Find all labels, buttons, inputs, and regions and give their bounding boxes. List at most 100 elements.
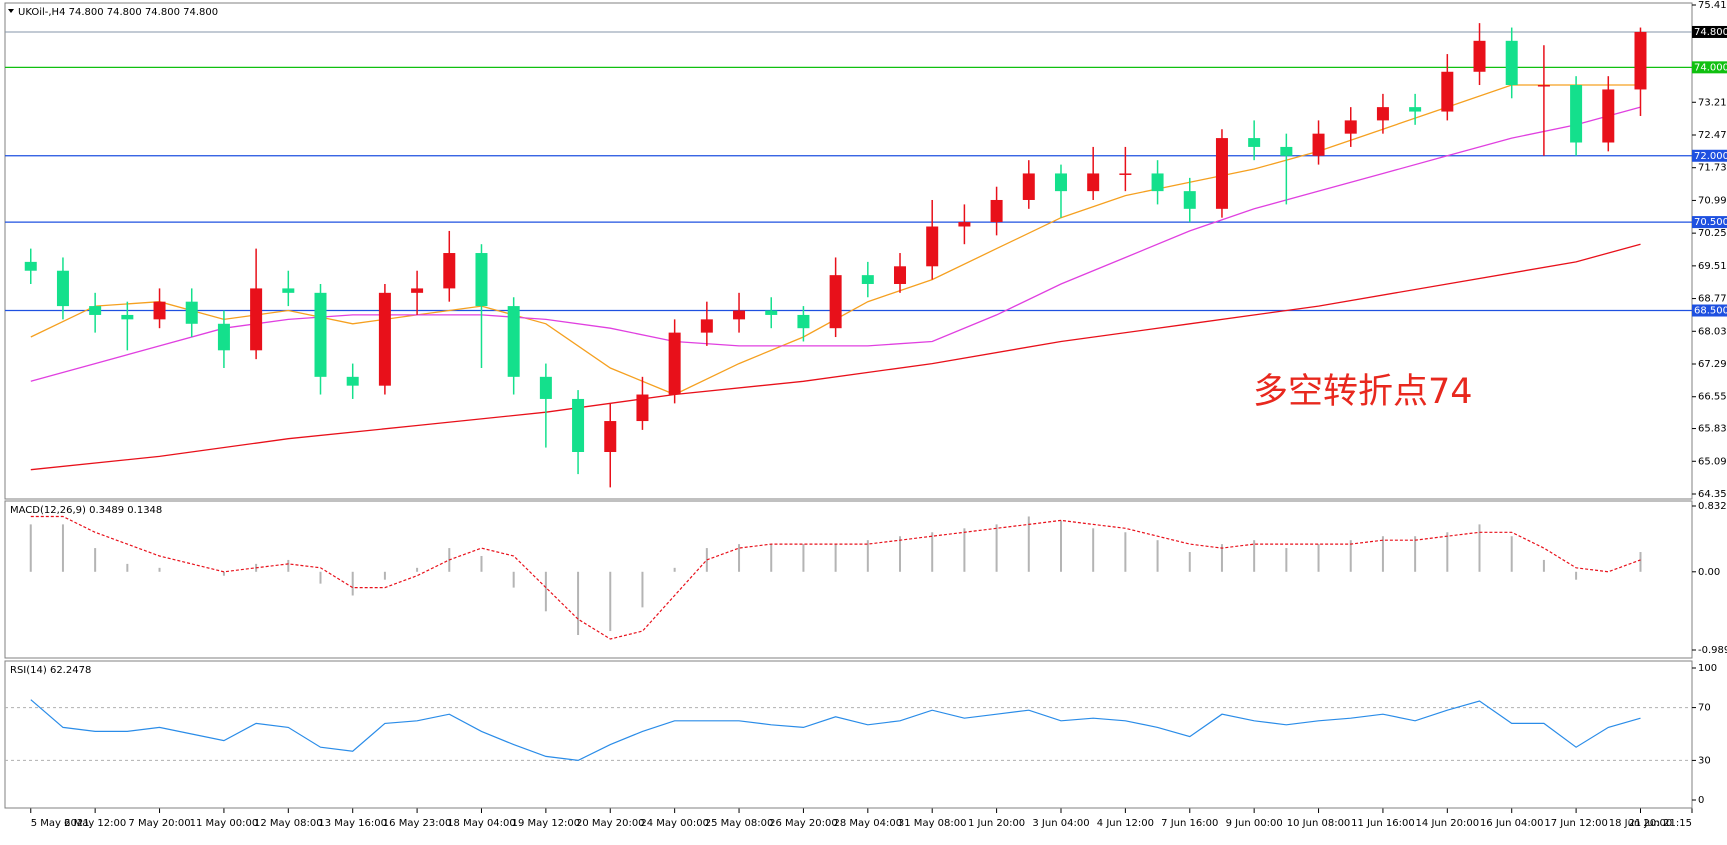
level-label: 68.500 [1694, 306, 1727, 317]
candle-body [797, 314, 810, 329]
x-tick-label: 3 Jun 04:00 [1032, 818, 1089, 829]
candle-body [282, 288, 295, 293]
y-tick-label: 70 [1698, 703, 1711, 714]
moving-average [30, 106, 1641, 382]
x-tick-label: 11 May 00:00 [190, 818, 259, 829]
panel-title: RSI(14) 62.2478 [10, 665, 91, 676]
panel-frame [4, 500, 1693, 659]
y-tick-label: 68.770 [1698, 294, 1727, 305]
candle-body [346, 376, 359, 386]
candle-body [539, 376, 552, 399]
y-tick-label: 75.410 [1698, 0, 1727, 11]
candle-body [443, 253, 456, 289]
last-price-label: 74.800 [1694, 27, 1727, 38]
level-tag [1692, 216, 1727, 229]
x-tick-label: 20 May 20:00 [576, 818, 645, 829]
panel-title: MACD(12,26,9) 0.3489 0.1348 [10, 505, 162, 516]
candle-body [1183, 191, 1196, 209]
candle-body [1344, 120, 1357, 134]
x-tick-label: 1 Jun 20:00 [968, 818, 1025, 829]
candle-body [668, 332, 681, 395]
candle-body [1505, 40, 1518, 86]
x-tick-label: 5 May 2021 [31, 818, 90, 829]
y-tick-label: 73.210 [1698, 97, 1727, 108]
x-tick-label: 25 May 08:00 [705, 818, 774, 829]
candle-body [1376, 107, 1389, 121]
y-tick-label: 0.8325 [1698, 501, 1727, 512]
candle-body [894, 266, 907, 284]
x-tick-label: 24 May 00:00 [640, 818, 709, 829]
candle-body [1570, 85, 1583, 143]
candle-body [250, 288, 263, 351]
level-tag [1692, 61, 1727, 74]
y-tick-label: 67.290 [1698, 359, 1727, 370]
candle-body [1022, 173, 1035, 200]
candle-body [153, 301, 166, 320]
y-tick-label: 30 [1698, 755, 1711, 766]
candle-body [733, 310, 746, 320]
candle-body [1312, 133, 1325, 156]
y-tick-label: 70.250 [1698, 228, 1727, 239]
x-tick-label: 19 May 12:00 [512, 818, 581, 829]
candle-body [1537, 85, 1550, 87]
y-tick-label: -0.9897 [1698, 645, 1727, 656]
candle-body [314, 292, 327, 377]
y-tick-label: 70.990 [1698, 195, 1727, 206]
candle-body [411, 288, 424, 293]
x-tick-label: 4 Jun 12:00 [1097, 818, 1154, 829]
level-tag [1692, 149, 1727, 162]
candle-body [1248, 138, 1261, 147]
candle-body [700, 319, 713, 333]
x-tick-label: 6 May 12:00 [64, 818, 126, 829]
candle-body [1441, 71, 1454, 112]
x-tick-label: 17 Jun 12:00 [1544, 818, 1608, 829]
candle-body [507, 306, 520, 377]
y-tick-label: 71.730 [1698, 163, 1727, 174]
candle-body [89, 306, 102, 315]
y-tick-label: 72.470 [1698, 130, 1727, 141]
y-tick-label: 0.00 [1698, 567, 1720, 578]
x-tick-label: 26 May 20:00 [769, 818, 838, 829]
candle-body [1409, 107, 1422, 112]
candle-body [1119, 173, 1132, 175]
x-tick-label: 21 Jun 21:15 [1628, 818, 1692, 829]
x-tick-label: 16 Jun 04:00 [1480, 818, 1544, 829]
candle-body [829, 275, 842, 329]
candle-body [926, 226, 939, 267]
x-tick-label: 31 May 08:00 [898, 818, 967, 829]
x-tick-label: 18 May 04:00 [447, 818, 516, 829]
candle-body [1634, 31, 1647, 90]
candle-body [958, 222, 971, 227]
x-tick-label: 16 May 23:00 [383, 818, 452, 829]
candle-body [1087, 173, 1100, 192]
x-tick-label: 10 Jun 08:00 [1287, 818, 1351, 829]
candle-body [636, 394, 649, 422]
signal-line [30, 515, 1641, 640]
x-tick-label: 7 Jun 16:00 [1161, 818, 1218, 829]
y-tick-label: 100 [1698, 663, 1717, 674]
x-tick-label: 18 Jun 20:00 [1609, 818, 1673, 829]
candle-body [121, 314, 134, 320]
panel-frame [4, 660, 1693, 809]
panel-frame [4, 2, 1693, 500]
last-price-tag [1692, 25, 1727, 38]
y-tick-label: 69.510 [1698, 261, 1727, 272]
level-label: 74.000 [1694, 62, 1727, 73]
candle-body [56, 270, 69, 307]
candle-body [990, 199, 1003, 223]
y-tick-label: 66.550 [1698, 392, 1727, 403]
x-tick-label: 13 May 16:00 [318, 818, 387, 829]
candle-body [1215, 138, 1228, 209]
candle-body [378, 292, 391, 386]
x-tick-label: 12 May 08:00 [254, 818, 323, 829]
candle-body [1602, 89, 1615, 143]
x-tick-label: 28 May 04:00 [834, 818, 903, 829]
annotation: 多空转折点74 [1253, 372, 1473, 412]
level-label: 70.500 [1694, 217, 1727, 228]
y-tick-label: 64.350 [1698, 489, 1727, 500]
y-tick-label: 0 [1698, 795, 1704, 806]
candle-body [185, 301, 198, 324]
